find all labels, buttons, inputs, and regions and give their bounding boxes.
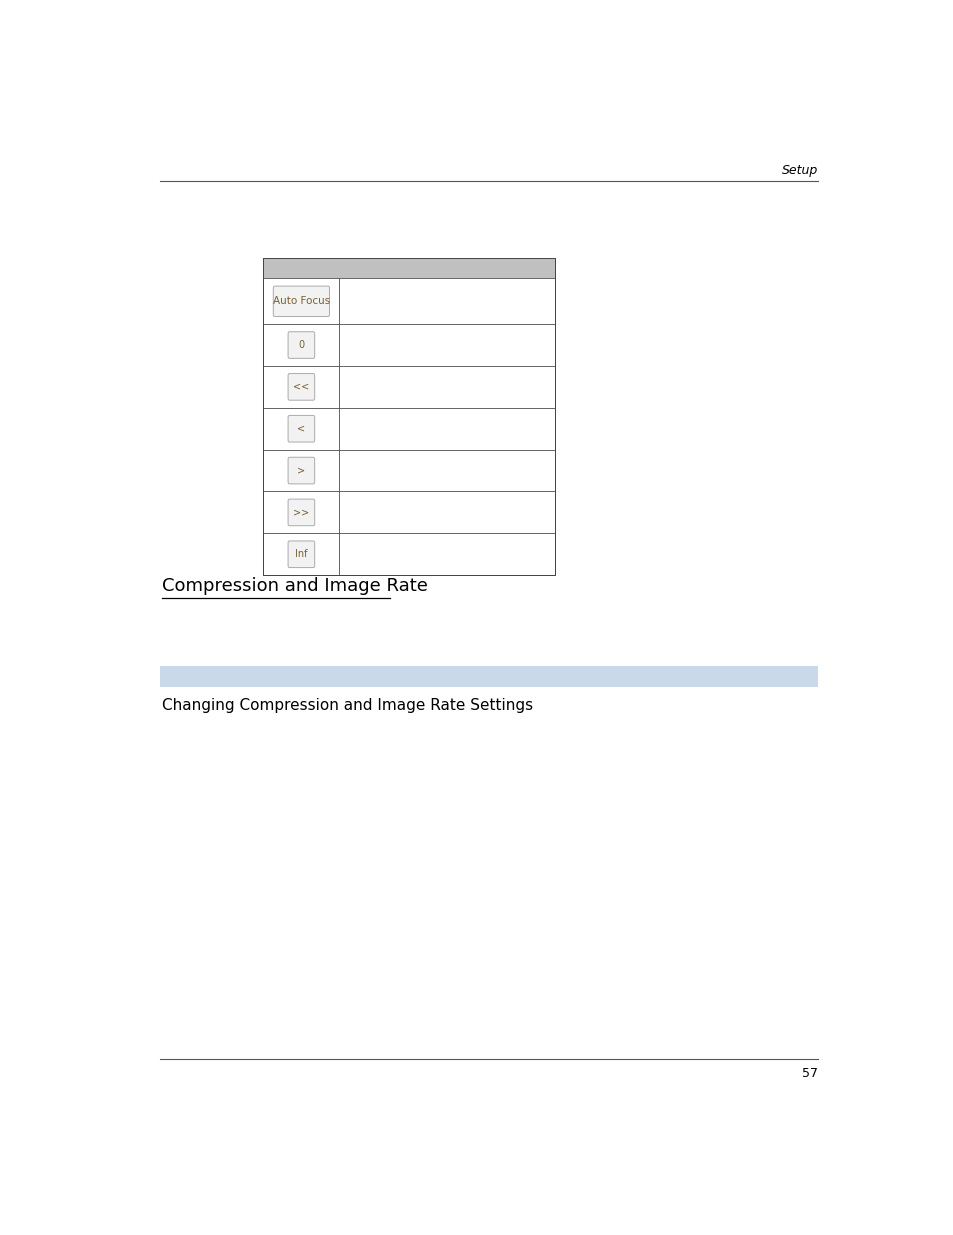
FancyBboxPatch shape xyxy=(288,415,314,442)
Text: <<: << xyxy=(293,382,309,391)
Bar xyxy=(339,324,555,366)
Text: Changing Compression and Image Rate Settings: Changing Compression and Image Rate Sett… xyxy=(162,698,533,713)
FancyBboxPatch shape xyxy=(288,541,314,568)
Bar xyxy=(263,366,339,408)
Bar xyxy=(263,534,339,576)
Bar xyxy=(263,324,339,366)
Text: Setup: Setup xyxy=(781,164,817,177)
Text: 57: 57 xyxy=(801,1067,817,1081)
FancyBboxPatch shape xyxy=(273,287,329,316)
Bar xyxy=(339,408,555,450)
FancyBboxPatch shape xyxy=(288,457,314,484)
Text: Auto Focus: Auto Focus xyxy=(273,296,330,306)
Bar xyxy=(263,258,555,278)
FancyBboxPatch shape xyxy=(288,499,314,526)
Bar xyxy=(263,278,339,324)
Bar xyxy=(160,667,817,688)
Bar xyxy=(263,408,339,450)
FancyBboxPatch shape xyxy=(288,373,314,400)
Bar xyxy=(263,492,339,534)
Bar xyxy=(339,278,555,324)
Bar xyxy=(339,450,555,492)
Bar xyxy=(263,450,339,492)
Bar xyxy=(263,258,555,576)
Bar xyxy=(339,366,555,408)
Text: >>: >> xyxy=(293,508,309,517)
FancyBboxPatch shape xyxy=(288,332,314,358)
Text: >: > xyxy=(297,466,305,475)
Text: 0: 0 xyxy=(298,340,304,350)
Text: Inf: Inf xyxy=(294,550,307,559)
Bar xyxy=(339,492,555,534)
Bar xyxy=(339,534,555,576)
Text: <: < xyxy=(297,424,305,433)
Text: Compression and Image Rate: Compression and Image Rate xyxy=(162,577,428,595)
